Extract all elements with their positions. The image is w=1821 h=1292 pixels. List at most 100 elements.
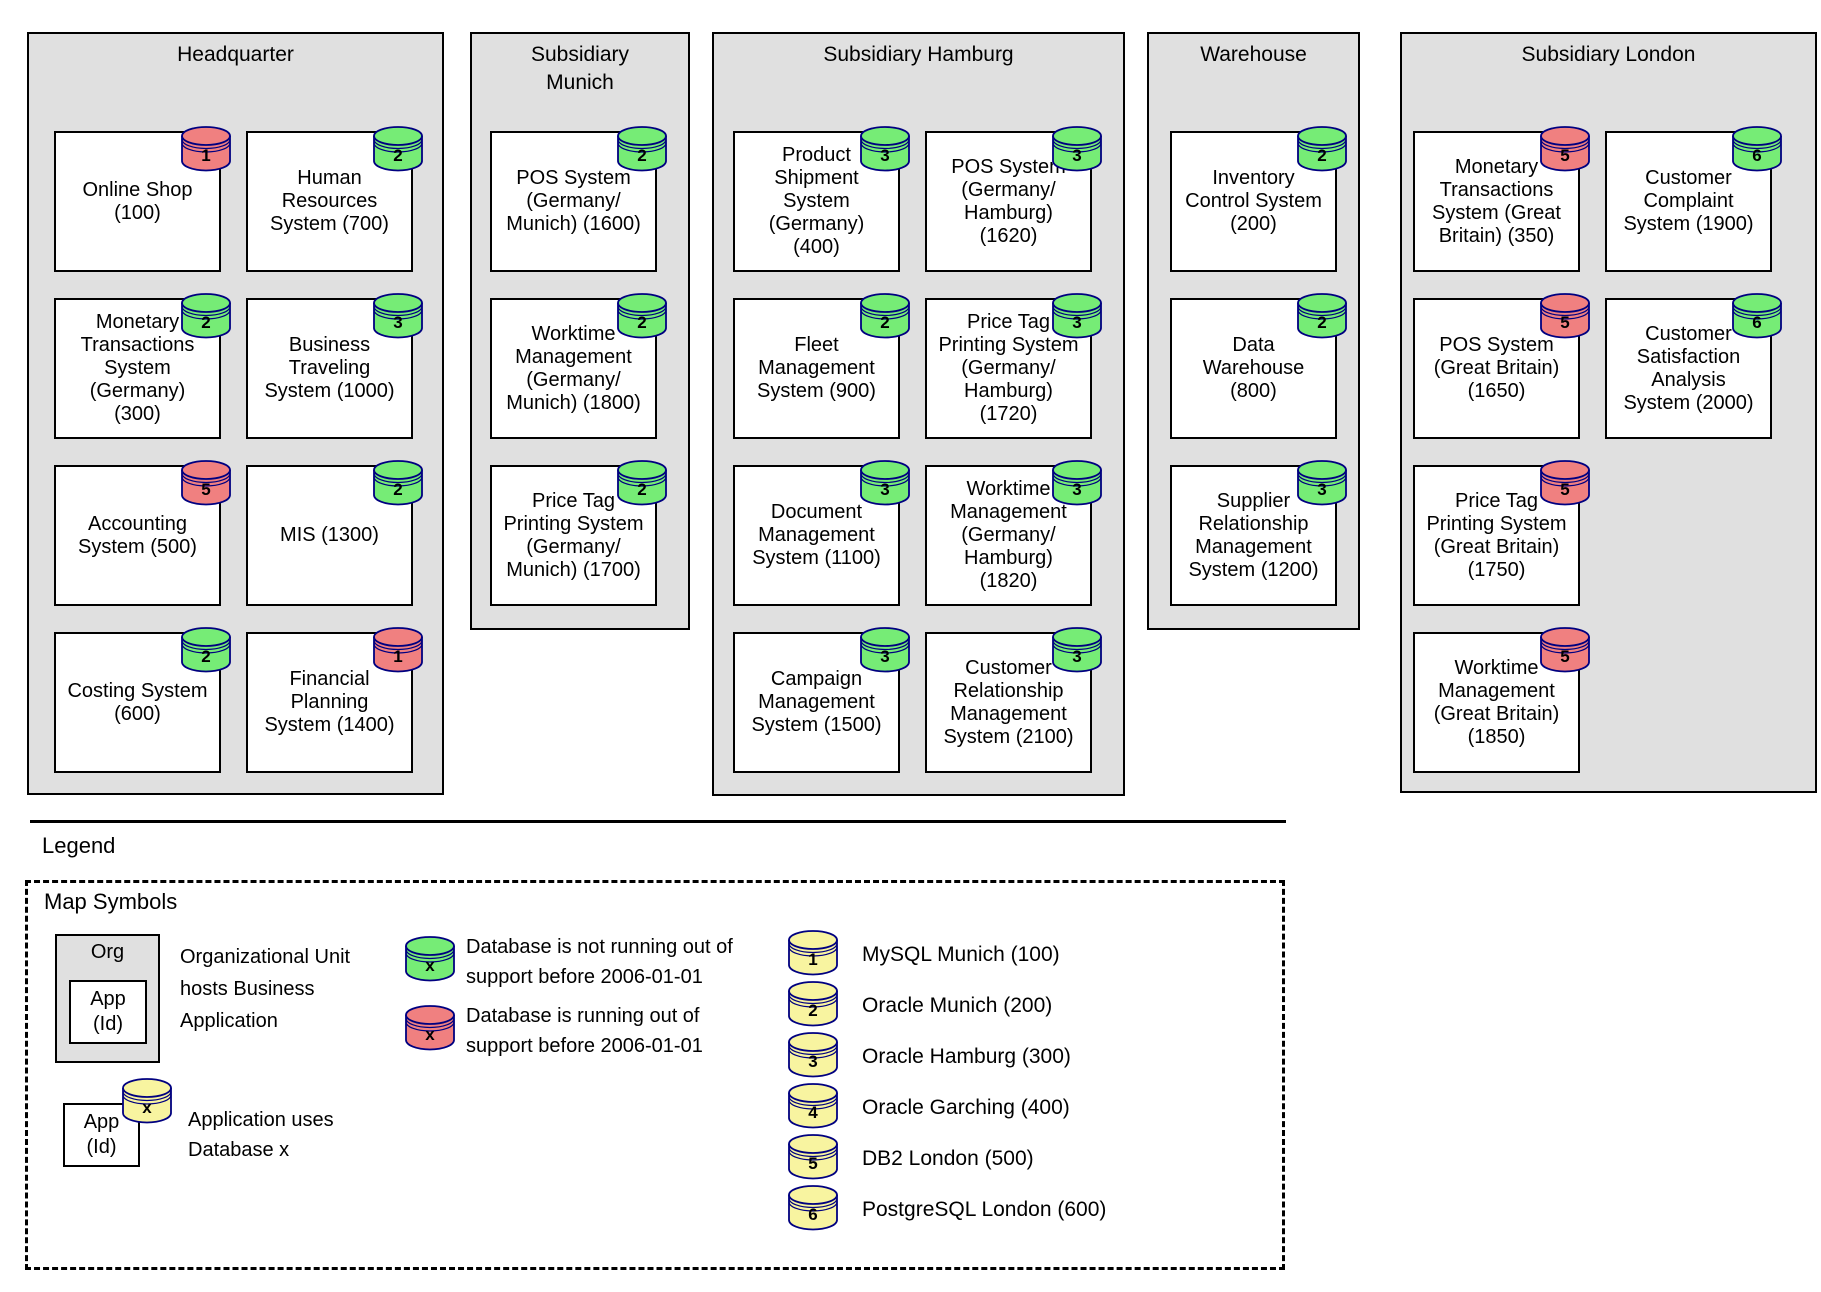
svg-text:3: 3 (880, 480, 889, 499)
org-unit-symbol: Org App (Id) (55, 934, 160, 1063)
database-yellow-6-icon: 6 (786, 1184, 840, 1237)
database-supported-icon: x (403, 935, 457, 983)
database-cylinder-icon: 2 (181, 627, 231, 673)
svg-text:6: 6 (808, 1205, 817, 1224)
svg-text:2: 2 (637, 146, 646, 165)
database-red-5-icon: 5 (179, 459, 233, 507)
app-data-warehouse-800: Data Warehouse (800) 2 (1170, 293, 1347, 439)
database-yellow-2-icon: 2 (786, 980, 840, 1033)
svg-text:2: 2 (201, 647, 210, 666)
app-costing-system-600: Costing System (600) 2 (54, 627, 231, 773)
database-green-2-icon: 2 (1295, 292, 1349, 340)
app-label: Customer Complaint System (1900) (1623, 167, 1754, 235)
database-green-2-icon: 2 (179, 626, 233, 674)
app-customer-complaint-system-1900: Customer Complaint System (1900) 6 (1605, 126, 1782, 272)
app-label: Document Management System (1100) (752, 501, 881, 569)
database-cylinder-icon: 2 (1297, 293, 1347, 339)
database-cylinder-icon: 3 (860, 627, 910, 673)
org-unit-subsidiary-munich: Subsidiary Munich POS System (Germany/ Mun… (470, 32, 690, 630)
app-symbol-label: App (90, 988, 126, 1010)
svg-text:1: 1 (808, 950, 817, 969)
database-cylinder-icon: 3 (788, 1031, 838, 1077)
database-list-item-oracle-garching-400: 4 Oracle Garching (400) (786, 1082, 1070, 1135)
database-cylinder-icon: 2 (1297, 126, 1347, 172)
database-yellow-3-icon: 3 (786, 1031, 840, 1084)
database-unsupported-caption: Database is running out of support befor… (466, 1005, 703, 1057)
svg-text:3: 3 (393, 313, 402, 332)
svg-text:x: x (425, 956, 435, 975)
app-label: Customer Relationship Management System … (943, 656, 1074, 748)
app-financial-planning-system-1400: Financial Planning System (1400) 1 (246, 627, 423, 773)
database-cylinder-icon: 3 (373, 293, 423, 339)
app-pos-system-germany-munich-1600: POS System (Germany/ Munich) (1600) 2 (490, 126, 667, 272)
database-cylinder-icon: 5 (788, 1133, 838, 1179)
app-business-traveling-system-1000: Business Traveling System (1000) 3 (246, 293, 423, 439)
database-unsupported-icon: x (403, 1004, 457, 1052)
app-label: Business Traveling System (1000) (264, 334, 395, 402)
app-symbol: App (Id) (63, 1103, 140, 1167)
app-worktime-management-great-britain-1850: Worktime Management (Great Britain) (185… (1413, 627, 1590, 773)
app-symbol-nested: App (Id) (69, 980, 147, 1044)
database-cylinder-icon: 6 (788, 1184, 838, 1230)
app-document-management-system-1100: Document Management System (1100) 3 (733, 460, 910, 606)
database-list-item-oracle-munich-200: 2 Oracle Munich (200) (786, 980, 1053, 1033)
database-label: Oracle Munich (200) (862, 994, 1053, 1017)
map-symbols-panel: Map Symbols Org App (Id) Organizational … (25, 880, 1285, 1270)
database-list-item-postgresql-london-600: 6 PostgreSQL London (600) (786, 1184, 1106, 1237)
app-inventory-control-system-200: Inventory Control System (200) 2 (1170, 126, 1347, 272)
database-cylinder-icon: 1 (373, 627, 423, 673)
svg-text:4: 4 (808, 1103, 818, 1122)
app-label: Fleet Management System (900) (757, 334, 876, 402)
database-red-1-icon: 1 (371, 626, 425, 674)
app-db-caption: Application uses Database x (188, 1109, 334, 1161)
database-yellow-5-icon: 5 (786, 1133, 840, 1186)
app-label: Accounting System (500) (78, 512, 197, 558)
app-label: Worktime Management (Germany/ Hamburg) (… (950, 478, 1067, 592)
app-label: Online Shop (100) (82, 178, 193, 224)
app-label: POS System (Great Britain) (1650) (1433, 334, 1560, 402)
app-symbol-id: (Id) (86, 1136, 117, 1158)
svg-text:2: 2 (808, 1001, 817, 1020)
org-unit-title: Warehouse (1200, 43, 1307, 66)
svg-text:3: 3 (808, 1052, 817, 1071)
app-price-tag-printing-system-germany-munich-1700: Price Tag Printing System (Germany/ Muni… (490, 460, 667, 606)
app-worktime-management-germany-hamburg-1820: Worktime Management (Germany/ Hamburg) (… (925, 460, 1102, 606)
database-yellow-4-icon: 4 (786, 1082, 840, 1135)
app-supplier-relationship-management-system-1200: Supplier Relationship Management System … (1170, 460, 1347, 606)
app-monetary-transactions-system-germany-300: Monetary Transactions System (Germany) (… (54, 293, 231, 439)
app-campaign-management-system-1500: Campaign Management System (1500) 3 (733, 627, 910, 773)
database-green-2-icon: 2 (858, 292, 912, 340)
app-pos-system-germany-hamburg-1620: POS System (Germany/ Hamburg) (1620) 3 (925, 126, 1102, 272)
app-symbol-label: App (83, 1111, 120, 1133)
database-cylinder-icon: 6 (1732, 126, 1782, 172)
map-symbols-title: Map Symbols (44, 889, 178, 914)
database-cylinder-icon: 5 (1540, 293, 1590, 339)
database-cylinder-icon: 4 (788, 1082, 838, 1128)
svg-text:2: 2 (393, 146, 402, 165)
database-cylinder-icon: 2 (860, 293, 910, 339)
database-cylinder-icon: 2 (788, 980, 838, 1026)
app-symbol-id: (Id) (93, 1013, 123, 1035)
app-label: Price Tag Printing System (Germany/ Muni… (503, 489, 644, 581)
svg-text:5: 5 (201, 480, 210, 499)
app-accounting-system-500: Accounting System (500) 5 (54, 460, 231, 606)
app-label: Costing System (600) (67, 679, 208, 725)
app-price-tag-printing-system-germany-hamburg-1720: Price Tag Printing System (Germany/ Hamb… (925, 293, 1102, 439)
database-green-3-icon: 3 (858, 626, 912, 674)
database-supported-caption: Database is not running out of support b… (466, 936, 733, 988)
app-label: MIS (1300) (280, 524, 379, 546)
app-customer-relationship-management-system-2100: Customer Relationship Management System … (925, 627, 1102, 773)
org-unit-subsidiary-london: Subsidiary London Monetary Transactions S… (1400, 32, 1817, 793)
app-label: Customer Satisfaction Analysis System (2… (1623, 322, 1754, 414)
database-green-3-icon: 3 (371, 292, 425, 340)
app-fleet-management-system-900: Fleet Management System (900) 2 (733, 293, 910, 439)
database-green-2-icon: 2 (371, 459, 425, 507)
org-unit-subsidiary-hamburg: Subsidiary Hamburg Product Shipment Syste… (712, 32, 1125, 796)
app-human-resources-system-700: Human Resources System (700) 2 (246, 126, 423, 272)
app-label: Inventory Control System (200) (1185, 167, 1322, 235)
svg-text:5: 5 (808, 1154, 817, 1173)
app-label: Supplier Relationship Management System … (1188, 489, 1319, 581)
svg-text:1: 1 (393, 647, 402, 666)
org-caption: Organizational Unit hosts Business Appli… (180, 946, 351, 1032)
